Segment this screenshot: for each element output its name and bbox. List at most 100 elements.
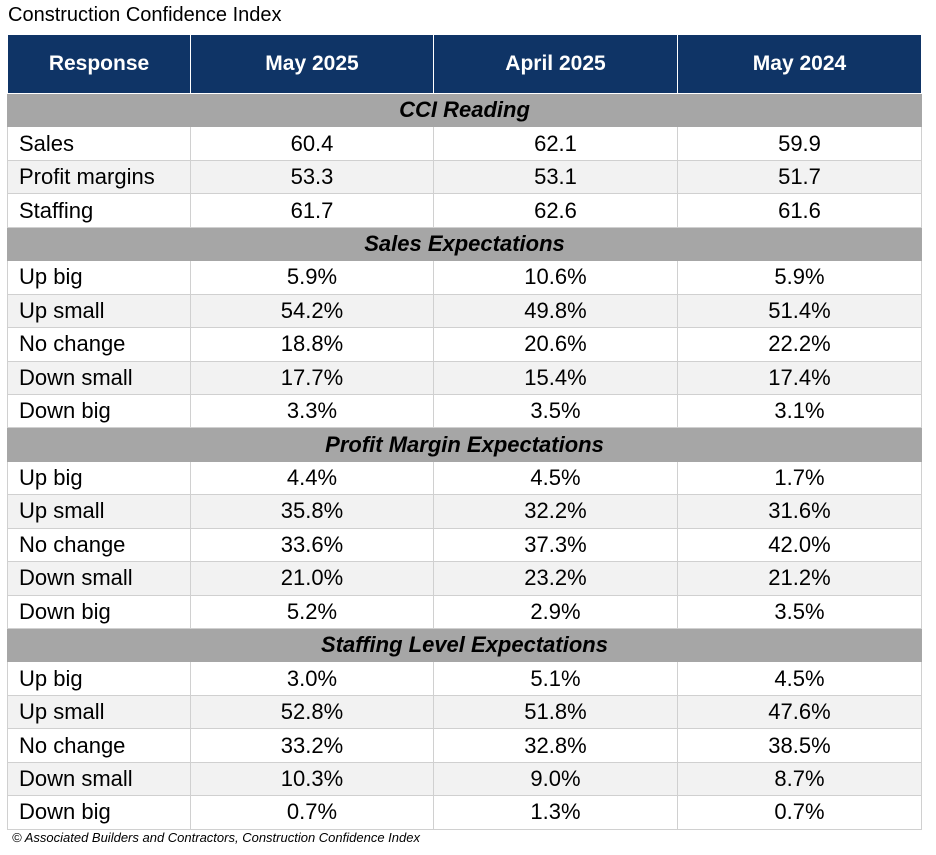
data-row: Up small 52.8% 51.8% 47.6% [7,694,922,730]
cell: 3.5% [677,594,922,630]
cell: 21.0% [190,561,434,596]
cell: 33.6% [190,527,434,563]
title: Construction Confidence Index [8,4,282,26]
data-row: No change 33.6% 37.3% 42.0% [7,527,922,563]
section-title: CCI Reading [7,92,922,128]
cell: 0.7% [677,795,922,830]
cell: 60.4 [190,126,434,161]
cell: 5.9% [190,260,434,295]
cell: 15.4% [433,360,678,395]
cell: 53.3 [190,159,434,195]
cell: 32.8% [433,728,678,763]
row-label: No change [7,327,191,362]
data-row: Down big 5.2% 2.9% 3.5% [7,594,922,630]
data-row: Profit margins 53.3 53.1 51.7 [7,159,922,195]
column-header: Response [7,34,191,94]
row-label: Up big [7,260,191,295]
cell: 2.9% [433,594,678,630]
cell: 62.1 [433,126,678,161]
row-label: Down small [7,360,191,395]
cell: 0.7% [190,795,434,830]
cell: 5.2% [190,594,434,630]
cell: 5.1% [433,661,678,696]
data-row: Down small 21.0% 23.2% 21.2% [7,561,922,596]
header-row: Response May 2025 April 2025 May 2024 [7,34,922,94]
table-body: CCI Reading Sales 60.4 62.1 59.9 Profit margi… [7,92,922,830]
column-header: April 2025 [433,34,678,94]
footer: © Associated Builders and Contractors, C… [12,830,420,845]
cell: 38.5% [677,728,922,763]
section-title: Profit Margin Expectations [7,427,922,462]
data-row: Up big 3.0% 5.1% 4.5% [7,661,922,696]
cell: 3.3% [190,393,434,429]
cell: 4.5% [677,661,922,696]
row-label: Up small [7,293,191,329]
row-label: Profit margins [7,159,191,195]
data-row: Up big 5.9% 10.6% 5.9% [7,260,922,295]
cell: 4.4% [190,460,434,496]
row-label: Down big [7,795,191,830]
row-label: Sales [7,126,191,161]
cell: 21.2% [677,561,922,596]
data-row: No change 18.8% 20.6% 22.2% [7,327,922,362]
data-row: Staffing 61.7 62.6 61.6 [7,193,922,228]
section-row: Sales Expectations [7,226,922,262]
cell: 62.6 [433,193,678,228]
data-row: Up small 54.2% 49.8% 51.4% [7,293,922,329]
data-row: No change 33.2% 32.8% 38.5% [7,728,922,763]
data-row: Down small 17.7% 15.4% 17.4% [7,360,922,395]
cell: 3.5% [433,393,678,429]
column-header: May 2024 [677,34,922,94]
section-row: Profit Margin Expectations [7,427,922,462]
data-row: Up big 4.4% 4.5% 1.7% [7,460,922,496]
cell: 8.7% [677,761,922,797]
cell: 51.7 [677,159,922,195]
row-label: No change [7,527,191,563]
cell: 9.0% [433,761,678,797]
cell: 52.8% [190,694,434,730]
cell: 10.6% [433,260,678,295]
cell: 4.5% [433,460,678,496]
cell: 37.3% [433,527,678,563]
cell: 51.8% [433,694,678,730]
cell: 51.4% [677,293,922,329]
row-label: Down big [7,393,191,429]
cell: 53.1 [433,159,678,195]
cell: 1.3% [433,795,678,830]
cell: 61.6 [677,193,922,228]
cell: 17.7% [190,360,434,395]
cell: 31.6% [677,494,922,529]
data-row: Up small 35.8% 32.2% 31.6% [7,494,922,529]
row-label: Up big [7,460,191,496]
cell: 20.6% [433,327,678,362]
row-label: Staffing [7,193,191,228]
row-label: Down small [7,761,191,797]
cell: 10.3% [190,761,434,797]
row-label: Up big [7,661,191,696]
data-row: Down big 0.7% 1.3% 0.7% [7,795,922,830]
cell: 61.7 [190,193,434,228]
data-row: Down big 3.3% 3.5% 3.1% [7,393,922,429]
cell: 18.8% [190,327,434,362]
cell: 5.9% [677,260,922,295]
cell: 23.2% [433,561,678,596]
row-label: No change [7,728,191,763]
cell: 17.4% [677,360,922,395]
cell: 32.2% [433,494,678,529]
row-label: Up small [7,694,191,730]
section-row: Staffing Level Expectations [7,627,922,663]
row-label: Up small [7,494,191,529]
data-row: Sales 60.4 62.1 59.9 [7,126,922,161]
row-label: Down small [7,561,191,596]
section-title: Staffing Level Expectations [7,627,922,663]
cell: 47.6% [677,694,922,730]
cell: 22.2% [677,327,922,362]
data-row: Down small 10.3% 9.0% 8.7% [7,761,922,797]
cell: 49.8% [433,293,678,329]
cell: 3.0% [190,661,434,696]
cell: 3.1% [677,393,922,429]
cell: 33.2% [190,728,434,763]
cell: 35.8% [190,494,434,529]
column-header: May 2025 [190,34,434,94]
cell: 54.2% [190,293,434,329]
